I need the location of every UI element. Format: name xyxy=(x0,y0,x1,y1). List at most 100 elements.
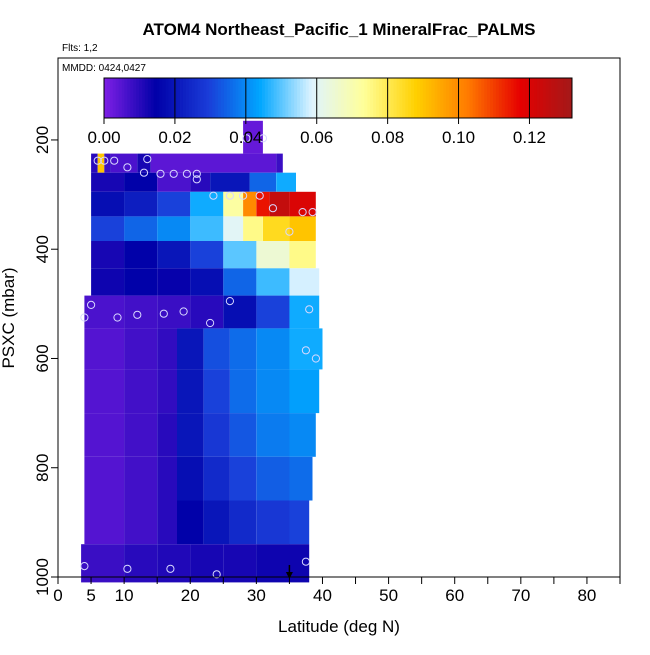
colorbar-slice-158 xyxy=(566,78,570,118)
colorbar-slice-70 xyxy=(308,78,313,118)
colorbar-slice-150 xyxy=(542,78,547,118)
y-axis-label: PSXC (mbar) xyxy=(0,267,18,368)
data-point-34 xyxy=(166,564,175,573)
colorbar-slice-95 xyxy=(381,78,386,118)
data-point-16 xyxy=(255,191,264,200)
heatmap-cell-10-1 xyxy=(124,413,158,457)
colorbar-slice-108 xyxy=(419,78,424,118)
y-tick-label-0: 200 xyxy=(33,126,52,154)
heatmap-cell-12-2 xyxy=(157,500,177,545)
data-point-14 xyxy=(225,191,234,200)
heatmap-cell-1-5 xyxy=(150,153,277,173)
heatmap-cell-9-5 xyxy=(229,369,257,414)
heatmap-cell-13-1 xyxy=(124,544,158,583)
data-point-0 xyxy=(242,134,251,143)
heatmap-cell-11-5 xyxy=(229,456,257,501)
flights-label: Flts: 1,2 xyxy=(62,43,98,54)
heatmap-cell-1-4 xyxy=(137,153,151,173)
colorbar-slice-97 xyxy=(387,78,392,118)
heatmap-cell-11-1 xyxy=(124,456,158,501)
axes: 0 5 10 20 30 40 50 60 70 80 200 400 600 800 1000 xyxy=(33,126,621,605)
data-point-31 xyxy=(311,354,320,363)
colorbar-slice-68 xyxy=(302,78,307,118)
data-point-1 xyxy=(258,134,268,143)
colorbar-slice-10 xyxy=(133,78,137,118)
colorbar-slice-124 xyxy=(466,78,471,118)
colorbar-slice-67 xyxy=(299,78,304,118)
colorbar-slice-60 xyxy=(279,78,283,118)
colorbar-slice-66 xyxy=(297,78,301,118)
colorbar-slice-32 xyxy=(197,78,201,118)
colorbar-frame xyxy=(103,77,573,119)
heatmap-cell-3-4 xyxy=(223,191,244,217)
colorbar-slice-43 xyxy=(229,78,234,118)
data-point-36 xyxy=(301,557,310,566)
colorbar-slice-114 xyxy=(437,78,441,118)
x-tick-label-0: 0 xyxy=(53,586,62,605)
heatmap-cell-11-6 xyxy=(256,456,290,501)
colorbar-slice-103 xyxy=(405,78,409,118)
colorbar-tick-label-5: 0.10 xyxy=(442,128,475,147)
heatmap-layer xyxy=(81,120,323,583)
heatmap-cell-1-6 xyxy=(276,153,283,173)
heatmap-cell-5-1 xyxy=(124,241,158,269)
colorbar-slice-21 xyxy=(165,78,169,118)
colorbar-slice-101 xyxy=(399,78,403,118)
colorbar-slice-75 xyxy=(323,78,327,118)
colorbar-slice-46 xyxy=(238,78,242,118)
heatmap-cell-12-7 xyxy=(289,500,310,545)
colorbar-slice-8 xyxy=(127,78,131,118)
colorbar-slice-85 xyxy=(352,78,356,118)
colorbar-slice-47 xyxy=(241,78,245,118)
data-point-27 xyxy=(206,318,215,328)
heatmap-cell-10-2 xyxy=(157,413,177,457)
colorbar-slice-19 xyxy=(159,78,163,118)
colorbar-tick-label-2: 0.04 xyxy=(229,128,262,147)
data-point-4 xyxy=(110,156,119,165)
heatmap-cell-4-4 xyxy=(223,216,244,241)
heatmap-cell-5-6 xyxy=(289,241,316,269)
colorbar-slice-137 xyxy=(504,78,509,118)
colorbar-slice-118 xyxy=(449,78,453,118)
colorbar-slice-62 xyxy=(285,78,289,118)
heatmap-cell-13-4 xyxy=(223,544,257,583)
colorbar-slice-123 xyxy=(463,78,468,118)
heatmap-cell-6-2 xyxy=(157,268,191,296)
heatmap-cell-2-2 xyxy=(157,172,191,192)
colorbar-slice-113 xyxy=(434,78,438,118)
heatmap-cell-8-0 xyxy=(84,328,125,370)
heatmap-cell-7-5 xyxy=(256,295,290,329)
colorbar-slice-2 xyxy=(109,78,114,118)
colorbar-slice-3 xyxy=(112,78,117,118)
colorbar-slice-83 xyxy=(346,78,351,118)
heatmap-cell-8-4 xyxy=(203,328,230,370)
colorbar-slice-117 xyxy=(446,78,450,118)
colorbar-slice-84 xyxy=(349,78,354,118)
colorbar-slice-36 xyxy=(209,78,213,118)
heatmap-cell-2-0 xyxy=(91,172,125,192)
heatmap-cell-12-4 xyxy=(203,500,230,545)
data-point-32 xyxy=(80,562,89,571)
heatmap-cell-8-1 xyxy=(124,328,158,370)
data-point-28 xyxy=(225,297,234,306)
colorbar-slice-18 xyxy=(156,78,160,118)
heatmap-cell-5-3 xyxy=(190,241,224,269)
x-tick-label-7: 60 xyxy=(445,586,464,605)
colorbar-slice-109 xyxy=(422,78,427,118)
colorbar-slice-111 xyxy=(428,78,432,118)
colorbar-slice-134 xyxy=(495,78,500,118)
heatmap-cell-8-2 xyxy=(157,328,177,370)
data-point-17 xyxy=(268,204,277,213)
plot-frame xyxy=(57,57,621,578)
heatmap-cell-12-5 xyxy=(229,500,257,545)
colorbar-slice-7 xyxy=(124,78,128,118)
colorbar-slice-146 xyxy=(531,78,535,118)
colorbar-slice-153 xyxy=(551,78,555,118)
colorbar-slice-135 xyxy=(498,78,503,118)
heatmap-cell-12-0 xyxy=(84,500,125,545)
colorbar-slice-39 xyxy=(218,78,222,118)
colorbar-slice-22 xyxy=(168,78,172,118)
colorbar-slice-1 xyxy=(106,78,111,118)
heatmap-cell-4-1 xyxy=(124,216,158,241)
data-point-7 xyxy=(139,168,149,177)
